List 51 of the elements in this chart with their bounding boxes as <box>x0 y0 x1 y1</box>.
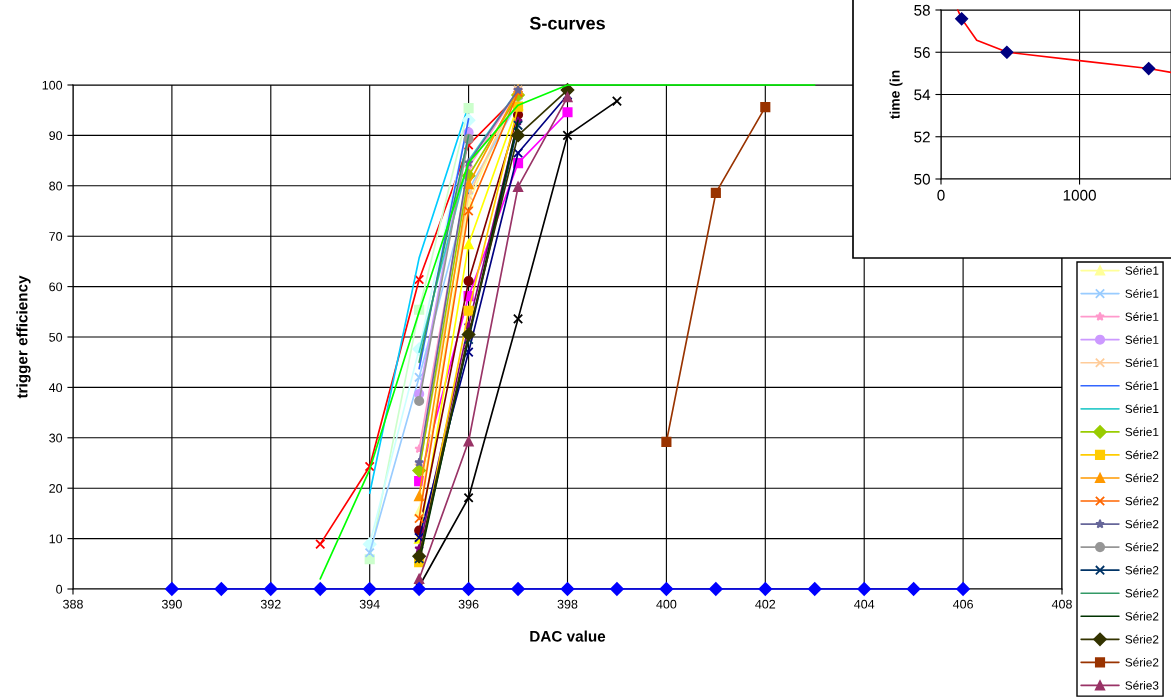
legend-label: Série1 <box>1125 335 1159 344</box>
x-tick-label: 396 <box>458 599 479 609</box>
y-tick-label: 30 <box>49 433 63 443</box>
x-tick-label: 406 <box>952 599 973 609</box>
y-tick-label: 80 <box>49 181 63 191</box>
legend-label: Série2 <box>1125 473 1159 483</box>
y-tick-label: 90 <box>49 131 63 141</box>
legend-label: Série2 <box>1125 496 1159 506</box>
x-tick-label: 404 <box>854 599 875 609</box>
legend-label: Série2 <box>1125 542 1159 552</box>
y-tick-label: 58 <box>914 4 930 16</box>
legend-label: Série2 <box>1125 519 1159 529</box>
y-tick-label: 40 <box>48 383 63 393</box>
legend-label: Série1 <box>1125 381 1159 391</box>
legend-label: Série2 <box>1125 565 1159 575</box>
legend-label: Série2 <box>1125 450 1159 460</box>
x-tick-label: 394 <box>359 599 380 609</box>
legend-label: Série1 <box>1125 358 1159 367</box>
legend-label: Série2 <box>1125 657 1159 667</box>
y-tick-label: 50 <box>49 332 63 342</box>
legend-label: Série3 <box>1125 680 1159 690</box>
legend-label: Série1 <box>1125 427 1159 437</box>
legend-label: Série2 <box>1125 634 1159 644</box>
legend-label: Série1 <box>1125 404 1159 414</box>
x-tick-label: 390 <box>161 599 182 609</box>
legend-label: Série2 <box>1125 588 1159 598</box>
legend-label: Série1 <box>1125 289 1159 298</box>
y-tick-label: 10 <box>49 534 63 544</box>
x-tick-label: 392 <box>260 599 281 609</box>
y-tick-label: 100 <box>42 80 63 90</box>
legend-label: Série2 <box>1125 611 1159 621</box>
y-tick-label: 52 <box>914 131 930 143</box>
y-tick-label: 54 <box>914 89 931 101</box>
x-tick-label: 400 <box>656 599 677 609</box>
legend-label: Série1 <box>1125 265 1159 275</box>
y-tick-label: 60 <box>49 282 63 292</box>
x-tick-label: 398 <box>557 599 578 609</box>
y-tick-label: 56 <box>914 47 930 58</box>
y-tick-label: 50 <box>914 173 930 185</box>
y-axis-title: time (in <box>889 70 903 120</box>
chart-title: S-curves <box>529 16 605 30</box>
x-tick-label: 408 <box>1051 599 1072 609</box>
x-axis-title: DAC value <box>530 630 606 642</box>
x-tick-label: 402 <box>755 599 776 609</box>
y-tick-label: 20 <box>49 484 63 493</box>
y-tick-label: 0 <box>56 584 63 594</box>
x-tick-label: 1000 <box>1063 189 1096 201</box>
legend-label: Série1 <box>1125 312 1159 321</box>
y-tick-label: 70 <box>49 232 63 241</box>
y-axis-title: trigger efficiency <box>16 275 31 399</box>
x-tick-label: 388 <box>63 599 83 609</box>
